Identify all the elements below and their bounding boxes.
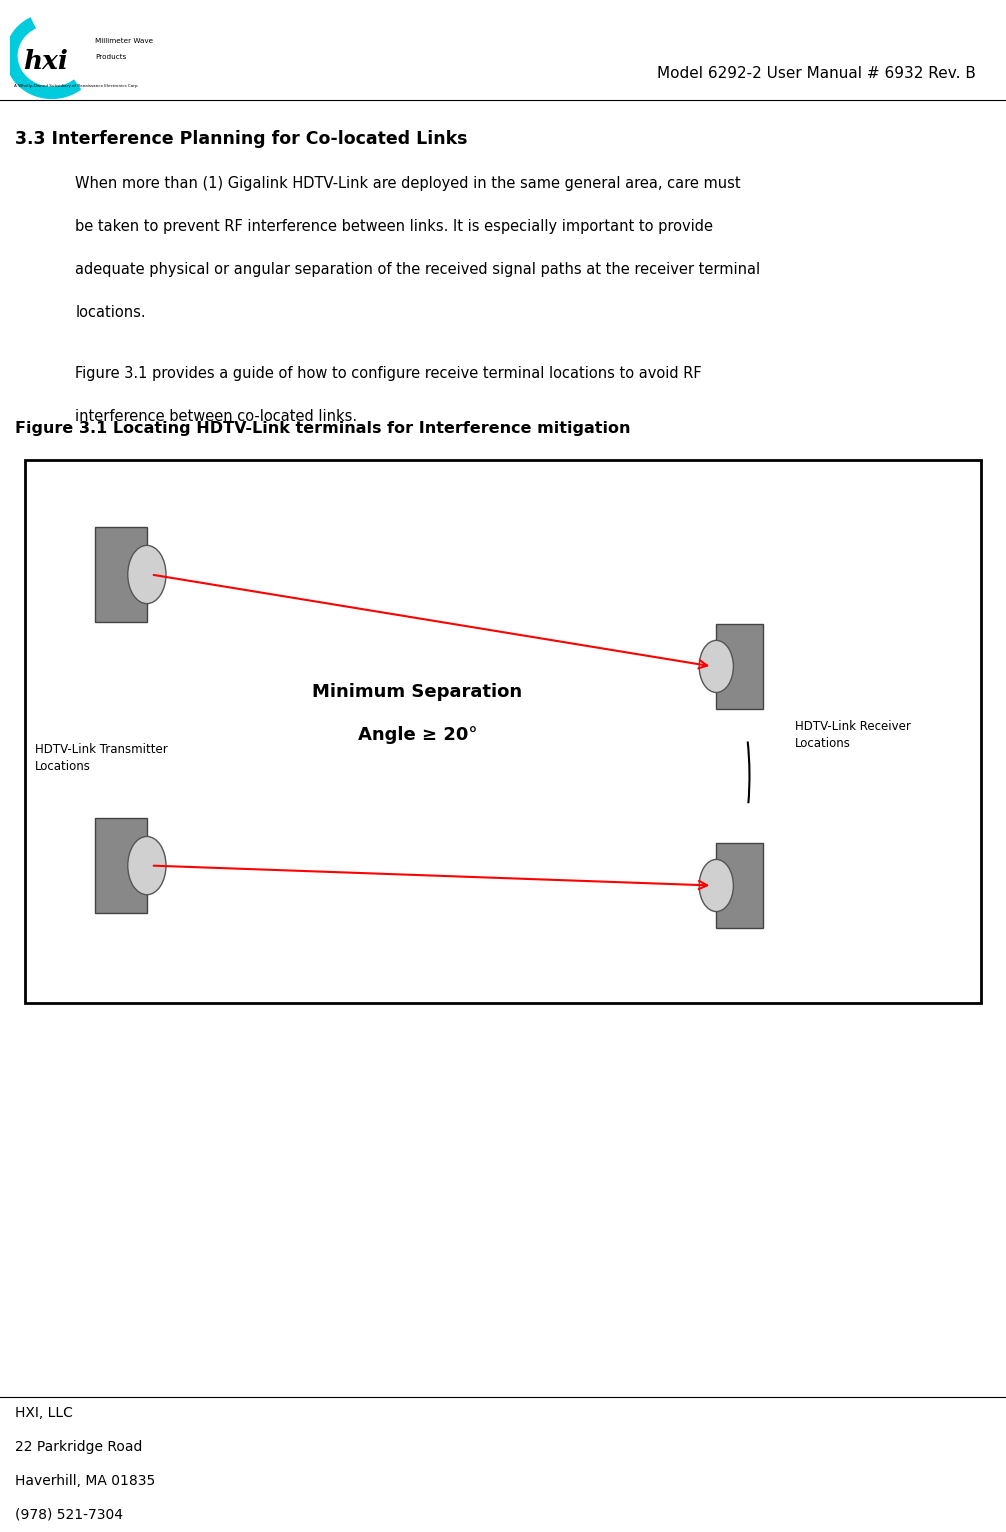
Bar bbox=[95, 527, 147, 622]
Text: HDTV-Link Transmitter
Locations: HDTV-Link Transmitter Locations bbox=[35, 743, 168, 774]
Text: 22 Parkridge Road: 22 Parkridge Road bbox=[15, 1440, 143, 1454]
Text: A Wholly-Owned Subsidiary of Renaissance Electronics Corp: A Wholly-Owned Subsidiary of Renaissance… bbox=[14, 84, 138, 87]
Text: be taken to prevent RF interference between links. It is especially important to: be taken to prevent RF interference betw… bbox=[75, 219, 713, 234]
Bar bbox=[95, 818, 147, 913]
Text: HXI, LLC: HXI, LLC bbox=[15, 1406, 73, 1420]
Text: (978) 521-7304: (978) 521-7304 bbox=[15, 1507, 123, 1521]
Text: Angle ≥ 20°: Angle ≥ 20° bbox=[358, 726, 477, 745]
Text: Figure 3.1 provides a guide of how to configure receive terminal locations to av: Figure 3.1 provides a guide of how to co… bbox=[75, 366, 702, 381]
Text: Haverhill, MA 01835: Haverhill, MA 01835 bbox=[15, 1474, 155, 1488]
Circle shape bbox=[128, 545, 166, 604]
Text: adequate physical or angular separation of the received signal paths at the rece: adequate physical or angular separation … bbox=[75, 262, 761, 277]
Text: locations.: locations. bbox=[75, 305, 146, 320]
Bar bbox=[716, 624, 763, 709]
Circle shape bbox=[699, 859, 733, 912]
Text: hxi: hxi bbox=[23, 49, 67, 74]
Text: Products: Products bbox=[95, 55, 127, 60]
Text: Model 6292-2 User Manual # 6932 Rev. B: Model 6292-2 User Manual # 6932 Rev. B bbox=[657, 66, 976, 81]
Text: interference between co-located links.: interference between co-located links. bbox=[75, 409, 357, 424]
Bar bbox=[716, 843, 763, 928]
Text: Figure 3.1 Locating HDTV-Link terminals for Interference mitigation: Figure 3.1 Locating HDTV-Link terminals … bbox=[15, 421, 631, 437]
Text: When more than (1) Gigalink HDTV-Link are deployed in the same general area, car: When more than (1) Gigalink HDTV-Link ar… bbox=[75, 176, 741, 192]
Text: HDTV-Link Receiver
Locations: HDTV-Link Receiver Locations bbox=[795, 720, 910, 751]
Text: Minimum Separation: Minimum Separation bbox=[313, 683, 522, 702]
Text: Millimeter Wave: Millimeter Wave bbox=[95, 38, 153, 43]
Bar bbox=[25, 460, 981, 1003]
Circle shape bbox=[699, 640, 733, 692]
Text: 3.3 Interference Planning for Co-located Links: 3.3 Interference Planning for Co-located… bbox=[15, 130, 468, 149]
Circle shape bbox=[128, 836, 166, 895]
